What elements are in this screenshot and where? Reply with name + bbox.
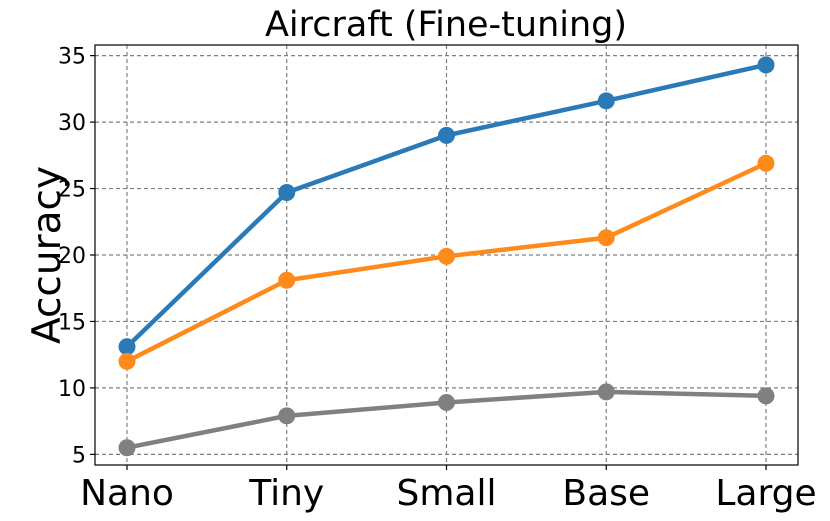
data-point [757,387,775,405]
x-tick-label: Small [397,473,497,514]
y-tick-label: 15 [58,310,86,335]
data-point [438,247,455,265]
y-tick-label: 25 [58,178,86,203]
y-tick-label: 10 [58,377,86,402]
x-tick-label: Nano [80,473,174,514]
data-point [597,92,615,110]
series-3 [118,383,775,457]
data-point [438,394,455,412]
data-point [278,184,296,202]
data-point [597,383,615,401]
series-2 [118,154,775,370]
data-point [757,154,775,172]
data-point [118,352,136,370]
series-layer [118,56,775,457]
data-point [438,126,455,144]
data-point [118,338,136,356]
data-point [757,56,775,74]
y-axis-label: Accuracy [25,166,70,344]
data-point [278,407,296,425]
y-axis: 5 10 15 20 25 30 35 [58,45,95,468]
data-point [597,229,615,247]
x-tick-label: Base [562,473,650,514]
data-point [278,271,296,289]
x-tick-label: Tiny [248,473,324,514]
y-tick-label: 30 [58,111,86,136]
data-point [118,439,136,457]
y-tick-label: 5 [72,443,86,468]
y-tick-label: 35 [58,45,86,70]
y-tick-label: 20 [58,244,86,269]
x-tick-label: Large [715,473,816,514]
chart-title: Aircraft (Fine-tuning) [265,5,627,45]
series-1 [118,56,775,356]
x-axis: Nano Tiny Small Base Large [80,465,817,514]
